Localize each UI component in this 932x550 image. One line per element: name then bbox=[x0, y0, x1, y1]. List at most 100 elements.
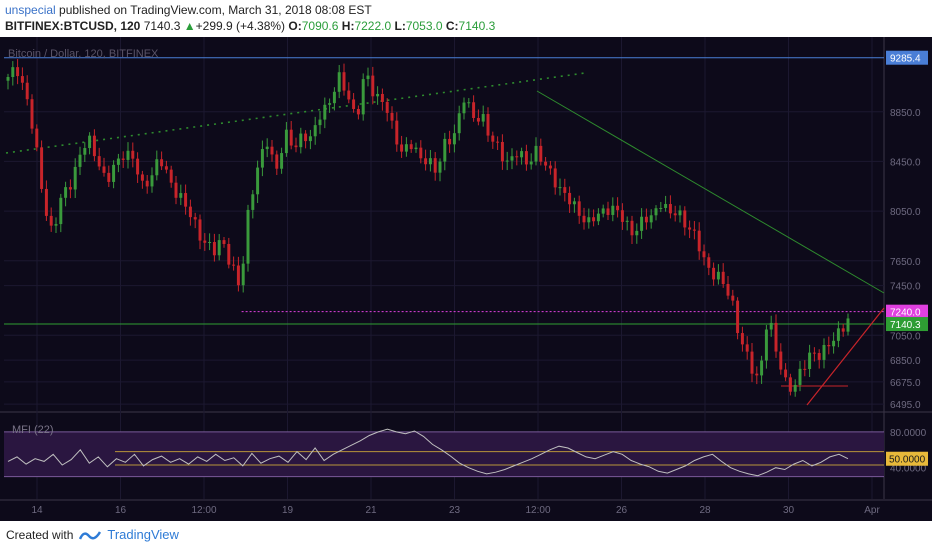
candle-body bbox=[251, 194, 255, 210]
price-tag-label: 7240.0 bbox=[890, 308, 921, 319]
y-tick-label: 8050.0 bbox=[890, 207, 921, 218]
candle-body bbox=[683, 210, 687, 228]
y-tick-label: 8850.0 bbox=[890, 108, 921, 119]
candle-body bbox=[30, 99, 34, 129]
x-tick-label: 23 bbox=[449, 505, 461, 516]
candle-body bbox=[644, 216, 648, 223]
candle-body bbox=[462, 102, 466, 114]
candle-body bbox=[611, 205, 615, 215]
candle-body bbox=[841, 328, 845, 332]
change-value: +299.9 (+4.38%) bbox=[195, 19, 286, 33]
candle-body bbox=[97, 156, 101, 167]
candle-body bbox=[337, 72, 341, 92]
candle-body bbox=[630, 220, 634, 236]
candle-body bbox=[457, 113, 461, 134]
candle-body bbox=[529, 161, 533, 165]
candle-body bbox=[798, 368, 802, 385]
candle-body bbox=[241, 263, 245, 286]
candle-body bbox=[712, 267, 716, 280]
candle-body bbox=[150, 175, 154, 187]
candle-body bbox=[126, 150, 130, 160]
candle-body bbox=[616, 205, 620, 211]
y-tick-label: 6850.0 bbox=[890, 356, 921, 367]
candle-body bbox=[131, 150, 135, 159]
candle-body bbox=[44, 188, 48, 216]
tradingview-brand[interactable]: TradingView bbox=[107, 527, 179, 542]
candle-body bbox=[726, 284, 730, 296]
candle-body bbox=[385, 101, 389, 113]
candle-body bbox=[64, 187, 68, 198]
candle-body bbox=[275, 154, 279, 169]
candle-body bbox=[625, 220, 629, 222]
candle-body bbox=[164, 166, 168, 170]
candle-body bbox=[592, 217, 596, 222]
candle-body bbox=[534, 145, 538, 162]
tradingview-logo-icon bbox=[79, 530, 102, 540]
candle-body bbox=[136, 158, 140, 175]
candle-body bbox=[376, 93, 380, 97]
candle-body bbox=[716, 271, 720, 280]
x-tick-label: 12:00 bbox=[191, 505, 216, 516]
candle-body bbox=[539, 145, 543, 162]
candle-body bbox=[352, 99, 356, 109]
candle-body bbox=[654, 208, 658, 216]
candle-body bbox=[745, 344, 749, 352]
author-link[interactable]: unspecial bbox=[5, 3, 56, 17]
candle-body bbox=[342, 72, 346, 91]
candle-body bbox=[265, 146, 269, 150]
y-tick-label: 7650.0 bbox=[890, 257, 921, 268]
candle-body bbox=[721, 271, 725, 285]
ohlc-info: BITFINEX:BTCUSD, 120 7140.3 ▲+299.9 (+4.… bbox=[5, 19, 495, 33]
axes: 8850.0 8450.0 8050.0 7650.0 7450.0 7050.0 6850… bbox=[31, 50, 928, 516]
y-tick-label: 6495.0 bbox=[890, 400, 921, 411]
candle-body bbox=[198, 219, 202, 241]
candle-body bbox=[419, 147, 423, 159]
chart-area[interactable]: 8850.0 8450.0 8050.0 7650.0 7450.0 7050.0 6850… bbox=[0, 37, 932, 521]
x-tick-label: 12:00 bbox=[525, 505, 550, 516]
mfi-band bbox=[4, 431, 884, 477]
candle-body bbox=[160, 159, 164, 167]
mfi-value-label: 50.0000 bbox=[889, 455, 926, 466]
low-value: 7053.0 bbox=[405, 19, 443, 33]
candle-body bbox=[184, 193, 188, 207]
candle-body bbox=[515, 156, 519, 158]
y-tick-label: 6675.0 bbox=[890, 378, 921, 389]
candle-body bbox=[731, 295, 735, 301]
candle-body bbox=[203, 240, 207, 243]
candle-body bbox=[380, 93, 384, 102]
candle-body bbox=[692, 229, 696, 231]
candle-body bbox=[505, 160, 509, 162]
candle-body bbox=[308, 136, 312, 142]
publish-info: unspecial published on TradingView.com, … bbox=[5, 3, 372, 17]
mfi-value-tag bbox=[886, 451, 928, 466]
candle-body bbox=[236, 265, 240, 286]
change-arrow: ▲ bbox=[183, 19, 196, 33]
candle-body bbox=[16, 67, 20, 77]
candle-body bbox=[208, 241, 212, 243]
candle-body bbox=[812, 352, 816, 354]
x-tick-label: 14 bbox=[31, 505, 43, 516]
close-label: C: bbox=[445, 19, 459, 33]
candle-body bbox=[390, 112, 394, 121]
candle-body bbox=[817, 353, 821, 360]
candle-body bbox=[520, 151, 524, 158]
candle-body bbox=[404, 144, 408, 152]
candle-body bbox=[640, 216, 644, 231]
candle-body bbox=[289, 129, 293, 146]
candle-body bbox=[121, 158, 125, 160]
candle-body bbox=[702, 251, 706, 258]
candle-body bbox=[188, 206, 192, 218]
candle-body bbox=[563, 187, 567, 193]
candle-body bbox=[6, 77, 10, 81]
candle-body bbox=[606, 208, 610, 215]
candle-body bbox=[452, 133, 456, 145]
candle-body bbox=[428, 158, 432, 165]
candle-body bbox=[299, 133, 303, 148]
price-tag-label: 9285.4 bbox=[890, 54, 921, 65]
candle-body bbox=[577, 201, 581, 216]
candle-body bbox=[558, 187, 562, 189]
candle-body bbox=[232, 264, 236, 266]
y-tick-label: 8450.0 bbox=[890, 157, 921, 168]
candle-body bbox=[827, 344, 831, 347]
mfi-line bbox=[7, 428, 849, 477]
